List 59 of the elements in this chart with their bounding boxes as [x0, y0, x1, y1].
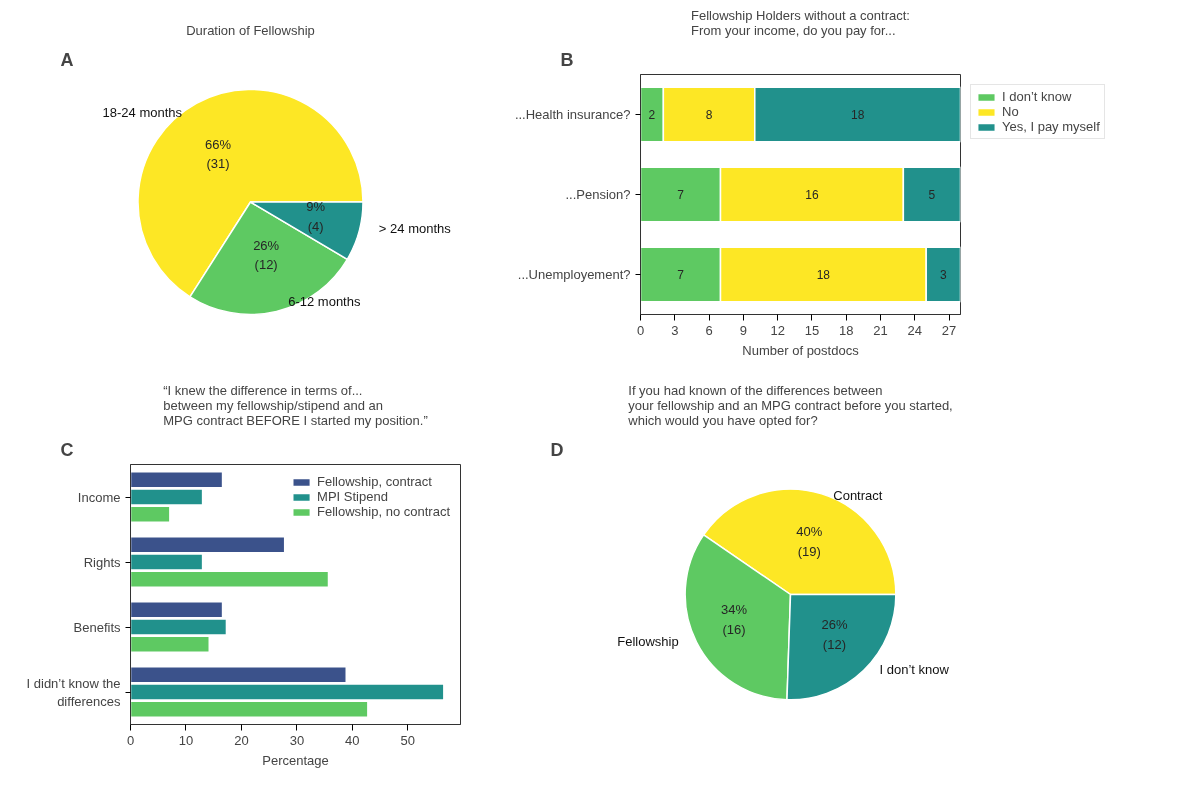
x-tick-label: 27: [941, 322, 957, 338]
data-label: 7: [677, 268, 685, 282]
x-tick-label: 18: [838, 322, 854, 338]
data-label: 18: [816, 268, 831, 282]
y-tick-label: ...Pension?: [565, 187, 631, 202]
slice-label: Contract: [833, 487, 883, 503]
data-label: 66% (31): [205, 136, 232, 172]
legend-label: Yes, I pay myself: [1002, 119, 1100, 134]
chart-title: If you had known of the differences between your fellowship and an MPG contract before you started, which would you have opted for?: [627, 382, 953, 428]
text: C: [60, 439, 74, 460]
x-tick-label: 9: [739, 322, 747, 338]
data-label: 26% (12): [821, 617, 848, 652]
text: A: [60, 49, 74, 70]
data-label: 26% (12): [253, 237, 280, 273]
x-tick-label: 21: [873, 322, 888, 338]
slice-label: I don’t know: [879, 661, 950, 677]
x-tick-label: 20: [234, 732, 249, 748]
slice-label: Fellowship: [617, 633, 679, 649]
data-label: 18: [850, 108, 865, 122]
data-label: 5: [928, 188, 936, 202]
x-tick-label: 24: [907, 322, 923, 338]
data-label: 2: [648, 108, 656, 122]
data-label: 9% (4): [306, 199, 326, 234]
y-tick-label: Rights: [83, 554, 121, 570]
x-tick-label: 50: [400, 732, 416, 748]
chart-title: Duration of Fellowship: [186, 22, 315, 38]
x-tick-label: 0: [636, 322, 645, 338]
data-label: 8: [705, 108, 713, 122]
x-tick-label: 30: [289, 732, 305, 748]
y-tick-label: I didn’t know the differences: [26, 675, 121, 709]
slice-label: > 24 months: [378, 221, 452, 237]
x-tick-label: 10: [178, 732, 194, 748]
legend-label: MPI Stipend: [317, 489, 388, 504]
x-axis-title: Number of postdocs: [742, 342, 860, 358]
x-tick-label: 40: [345, 732, 360, 748]
chart-title: Fellowship Holders without a contract: From your income, do you pay for...: [691, 7, 910, 38]
legend-label: Fellowship, no contract: [317, 504, 450, 519]
data-label: 7: [677, 188, 685, 202]
legend-label: Fellowship, contract: [317, 474, 432, 489]
x-tick-label: 15: [804, 322, 820, 338]
legend-label: I don’t know: [1002, 89, 1072, 104]
data-label: 3: [940, 268, 948, 282]
legend-label: No: [1002, 104, 1020, 119]
slice-label: 18-24 months: [102, 105, 183, 121]
y-tick-label: Benefits: [73, 619, 121, 635]
chart-title: “I knew the difference in terms of... between my fellowship/stipend and an MPG contract BEFORE I started my position.”: [163, 382, 428, 428]
y-tick-label: ...Health insurance?: [514, 107, 631, 122]
x-axis-title: Percentage: [262, 752, 329, 768]
x-tick-label: 12: [770, 322, 785, 338]
y-tick-label: ...Unemployement?: [517, 267, 631, 282]
data-label: 40% (19): [796, 524, 823, 559]
x-tick-label: 6: [705, 322, 713, 338]
text: B: [560, 49, 574, 70]
data-label: 34% (16): [721, 602, 748, 637]
x-tick-label: 0: [126, 732, 135, 748]
text: D: [550, 439, 564, 460]
data-label: 16: [805, 188, 819, 202]
y-tick-label: Income: [77, 489, 121, 505]
x-tick-label: 3: [671, 322, 679, 338]
